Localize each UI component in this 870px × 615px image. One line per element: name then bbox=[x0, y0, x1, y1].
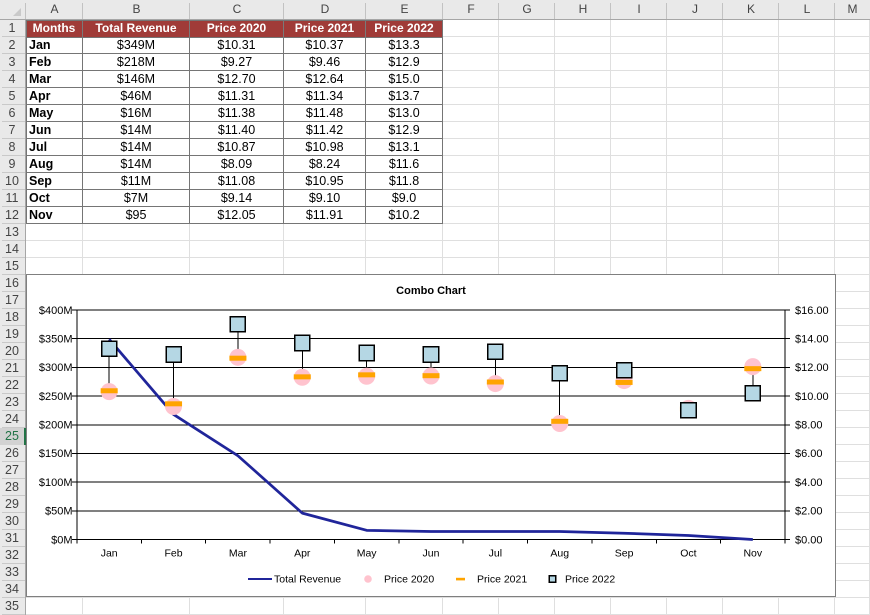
svg-text:Mar: Mar bbox=[229, 548, 248, 560]
svg-text:$16.00: $16.00 bbox=[795, 305, 829, 317]
svg-text:$0.00: $0.00 bbox=[795, 534, 823, 546]
svg-text:$150M: $150M bbox=[39, 448, 73, 460]
svg-text:$300M: $300M bbox=[39, 362, 73, 374]
svg-text:Feb: Feb bbox=[165, 548, 183, 560]
svg-text:$200M: $200M bbox=[39, 420, 73, 432]
svg-text:Price 2022: Price 2022 bbox=[565, 574, 615, 586]
svg-text:$8.00: $8.00 bbox=[795, 420, 823, 432]
svg-text:$12.00: $12.00 bbox=[795, 362, 829, 374]
svg-text:Combo Chart: Combo Chart bbox=[396, 285, 466, 297]
svg-text:$350M: $350M bbox=[39, 333, 73, 345]
svg-text:$10.00: $10.00 bbox=[795, 391, 829, 403]
svg-text:$0M: $0M bbox=[51, 534, 72, 546]
svg-text:Apr: Apr bbox=[294, 548, 311, 560]
svg-text:$100M: $100M bbox=[39, 477, 73, 489]
svg-text:Jul: Jul bbox=[489, 548, 502, 560]
svg-text:Price 2020: Price 2020 bbox=[384, 574, 434, 586]
svg-text:Price 2021: Price 2021 bbox=[477, 574, 527, 586]
svg-text:Jun: Jun bbox=[423, 548, 440, 560]
svg-text:$2.00: $2.00 bbox=[795, 506, 823, 518]
svg-text:$14.00: $14.00 bbox=[795, 333, 829, 345]
svg-text:$250M: $250M bbox=[39, 391, 73, 403]
svg-text:Jan: Jan bbox=[101, 548, 118, 560]
svg-text:Sep: Sep bbox=[615, 548, 634, 560]
svg-text:$400M: $400M bbox=[39, 305, 73, 317]
svg-text:Oct: Oct bbox=[680, 548, 696, 560]
svg-text:Total Revenue: Total Revenue bbox=[274, 574, 341, 586]
svg-text:Aug: Aug bbox=[550, 548, 569, 560]
svg-text:May: May bbox=[357, 548, 378, 560]
svg-text:Nov: Nov bbox=[743, 548, 762, 560]
svg-text:$50M: $50M bbox=[45, 506, 73, 518]
svg-text:$6.00: $6.00 bbox=[795, 448, 823, 460]
svg-text:$4.00: $4.00 bbox=[795, 477, 823, 489]
